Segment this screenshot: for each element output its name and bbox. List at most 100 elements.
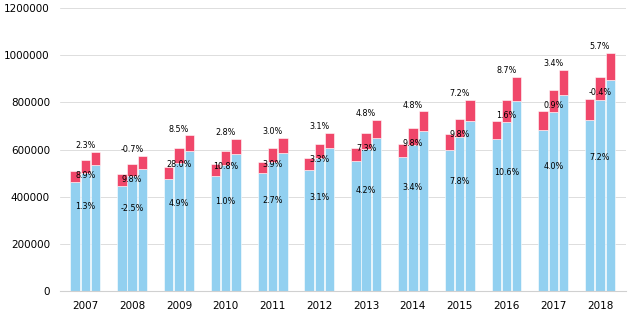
Text: 10.6%: 10.6% [494,168,519,177]
Text: 5.7%: 5.7% [590,42,610,51]
Bar [595,77,605,100]
Bar [91,152,100,165]
Bar [314,158,324,291]
Bar [491,139,501,291]
Bar [445,150,454,291]
Bar [314,144,324,158]
Bar [164,167,173,179]
Bar [455,137,464,291]
Bar [117,175,127,186]
Bar [559,70,568,95]
Text: -0.7%: -0.7% [120,145,144,154]
Bar [502,100,511,122]
Bar [351,148,360,161]
Bar [362,133,371,149]
Bar [398,144,408,158]
Bar [81,173,90,291]
Bar [304,170,314,291]
Bar [559,95,568,291]
Bar [466,121,474,291]
Bar [595,100,605,291]
Text: -0.4%: -0.4% [588,88,612,97]
Bar [304,158,314,170]
Text: 9.8%: 9.8% [450,130,470,139]
Text: 1.0%: 1.0% [215,197,236,206]
Bar [117,186,127,291]
Bar [372,120,381,138]
Bar [372,138,381,291]
Bar [491,121,501,139]
Bar [71,182,80,291]
Bar [538,112,547,130]
Bar [549,89,558,112]
Text: 4.8%: 4.8% [356,109,376,118]
Text: 3.3%: 3.3% [309,155,329,164]
Text: 7.2%: 7.2% [590,153,610,162]
Text: 8.7%: 8.7% [496,66,517,75]
Bar [91,165,100,291]
Text: 3.1%: 3.1% [309,193,329,202]
Text: 4.0%: 4.0% [543,162,563,171]
Bar [127,164,137,176]
Bar [512,101,522,291]
Bar [585,120,595,291]
Bar [398,158,408,291]
Text: 9.8%: 9.8% [403,140,423,148]
Bar [502,122,511,291]
Bar [325,133,335,148]
Text: 8.5%: 8.5% [169,125,189,134]
Bar [175,148,183,163]
Bar [351,161,360,291]
Bar [466,100,474,121]
Text: 3.1%: 3.1% [309,122,329,131]
Text: 8.9%: 8.9% [75,171,96,180]
Text: 3.0%: 3.0% [263,127,283,136]
Bar [185,151,194,291]
Bar [258,162,267,173]
Bar [362,149,371,291]
Bar [325,148,335,291]
Bar [585,99,595,120]
Bar [408,129,418,146]
Text: -2.5%: -2.5% [120,204,144,213]
Text: 2.7%: 2.7% [262,196,283,204]
Text: 4.9%: 4.9% [169,199,189,208]
Text: 4.2%: 4.2% [356,186,376,195]
Bar [605,80,615,291]
Text: 7.2%: 7.2% [449,89,470,98]
Bar [211,175,220,291]
Bar [127,176,137,291]
Bar [71,171,80,182]
Bar [81,160,90,173]
Bar [549,112,558,291]
Text: 1.3%: 1.3% [75,202,96,210]
Bar [268,148,277,162]
Text: 7.3%: 7.3% [356,144,376,153]
Bar [258,173,267,291]
Text: 1.6%: 1.6% [496,111,517,120]
Text: 3.4%: 3.4% [403,183,423,192]
Bar [138,169,147,291]
Bar [278,138,287,153]
Text: 28.0%: 28.0% [166,159,192,169]
Bar [268,162,277,291]
Bar [185,135,194,151]
Bar [138,156,147,169]
Text: 4.8%: 4.8% [403,100,423,110]
Bar [278,153,287,291]
Bar [408,146,418,291]
Bar [221,151,231,165]
Bar [211,164,220,175]
Text: 7.8%: 7.8% [450,177,470,186]
Bar [418,112,428,131]
Bar [231,154,241,291]
Text: 2.8%: 2.8% [215,128,236,137]
Bar [605,53,615,80]
Bar [538,130,547,291]
Bar [445,134,454,150]
Bar [512,77,522,101]
Bar [455,119,464,137]
Text: 10.8%: 10.8% [213,162,238,171]
Bar [231,139,241,154]
Bar [418,131,428,291]
